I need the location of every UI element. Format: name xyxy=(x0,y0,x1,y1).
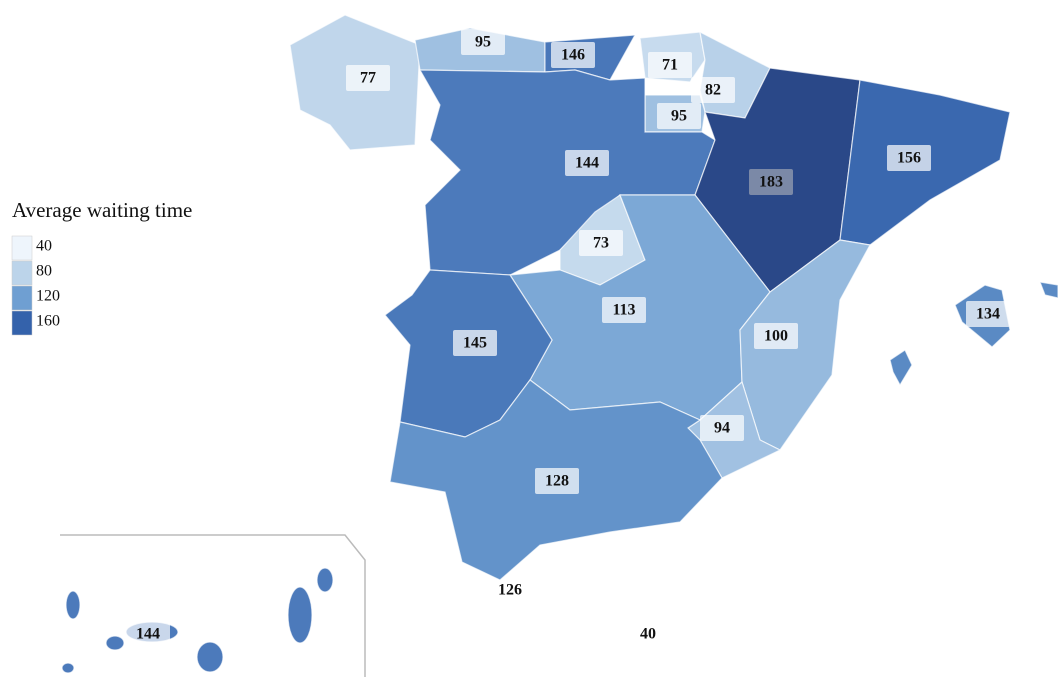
value-label: 134 xyxy=(976,306,1000,323)
region xyxy=(316,567,334,593)
legend-swatch xyxy=(11,285,33,311)
value-label: 73 xyxy=(593,235,609,252)
value-label: 100 xyxy=(764,328,788,345)
regions xyxy=(61,14,1058,674)
value-label: 126 xyxy=(498,582,522,599)
legend-swatch xyxy=(11,310,33,336)
legend-tick: 40 xyxy=(36,238,52,255)
region xyxy=(889,349,913,387)
legend: 40 80 120 160 xyxy=(11,235,60,336)
value-label: 146 xyxy=(561,47,585,64)
label-box xyxy=(700,415,744,441)
label-box xyxy=(602,297,646,323)
label-box xyxy=(346,65,390,91)
value-label: 113 xyxy=(612,302,635,319)
value-label: 144 xyxy=(575,155,599,172)
region xyxy=(1039,281,1058,299)
region xyxy=(196,641,224,673)
legend-tick: 120 xyxy=(36,288,60,305)
label-box xyxy=(579,230,623,256)
value-label: 183 xyxy=(759,174,783,191)
value-label: 128 xyxy=(545,473,569,490)
label-box xyxy=(461,29,505,55)
label-box xyxy=(657,103,701,129)
legend-swatch xyxy=(11,260,33,286)
label-box xyxy=(966,301,1010,327)
label-box xyxy=(565,150,609,176)
label-box xyxy=(749,169,793,195)
labels: 77 95 146 71 82 95 144 183 156 73 113 100 94 145 128 13… xyxy=(126,29,1010,647)
region xyxy=(61,662,75,674)
label-box xyxy=(754,323,798,349)
label-box xyxy=(126,621,170,647)
value-label: 40 xyxy=(640,626,656,643)
value-label: 77 xyxy=(360,70,376,87)
inset-frame xyxy=(60,534,366,677)
legend-tick: 80 xyxy=(36,263,52,280)
value-label: 82 xyxy=(705,82,721,99)
legend-swatch xyxy=(11,235,33,261)
label-box xyxy=(453,330,497,356)
label-box xyxy=(551,42,595,68)
value-label: 145 xyxy=(463,335,487,352)
label-box xyxy=(691,77,735,103)
value-label: 156 xyxy=(897,150,921,167)
value-label: 144 xyxy=(136,626,160,643)
legend-tick: 160 xyxy=(36,313,60,330)
region xyxy=(65,590,81,620)
value-label: 95 xyxy=(475,34,491,51)
label-box xyxy=(648,52,692,78)
region xyxy=(105,635,125,651)
region xyxy=(287,586,313,644)
value-label: 71 xyxy=(662,57,678,74)
legend-title: Average waiting time xyxy=(12,198,192,222)
label-box xyxy=(887,145,931,171)
value-label: 94 xyxy=(714,420,730,437)
label-box xyxy=(535,468,579,494)
value-label: 95 xyxy=(671,108,687,125)
